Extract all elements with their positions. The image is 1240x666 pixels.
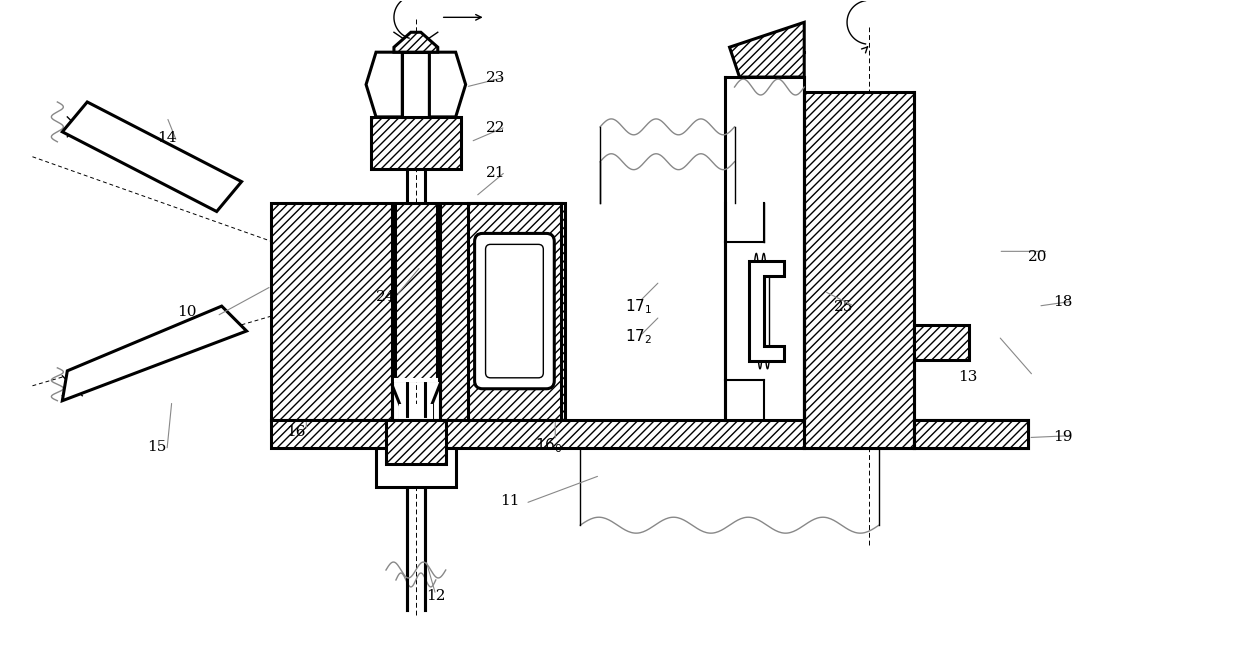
Polygon shape [749,261,785,361]
Polygon shape [724,202,805,420]
Text: $16_0$: $16_0$ [536,436,563,455]
Polygon shape [805,92,914,448]
Text: 10: 10 [177,305,196,319]
Text: 20: 20 [1028,250,1048,264]
Polygon shape [396,202,436,380]
Polygon shape [402,52,429,117]
Text: 14: 14 [157,131,176,145]
Text: 18: 18 [1053,295,1073,309]
Text: 19: 19 [1053,430,1073,444]
Text: 21: 21 [486,166,505,180]
Polygon shape [376,448,455,488]
Text: $17_2$: $17_2$ [625,327,652,346]
Polygon shape [401,405,432,420]
Polygon shape [729,22,805,77]
Polygon shape [429,52,466,117]
Polygon shape [440,202,501,420]
Polygon shape [914,420,1028,448]
Text: 23: 23 [486,71,505,85]
Polygon shape [371,117,461,168]
Polygon shape [394,32,438,52]
Text: 24: 24 [376,290,396,304]
FancyBboxPatch shape [475,233,554,389]
Polygon shape [62,102,242,212]
Polygon shape [914,325,968,360]
Text: 22: 22 [486,121,505,135]
Polygon shape [467,202,562,420]
Polygon shape [396,379,436,381]
FancyBboxPatch shape [486,244,543,378]
Polygon shape [366,52,402,117]
Text: $17_1$: $17_1$ [625,297,652,316]
Text: 16: 16 [286,424,306,439]
Text: 11: 11 [501,494,520,508]
Polygon shape [386,420,445,464]
Text: 25: 25 [835,300,853,314]
Polygon shape [272,202,392,420]
Text: 13: 13 [959,370,978,384]
Polygon shape [405,419,425,448]
Polygon shape [528,202,565,420]
Polygon shape [62,306,247,401]
Text: 12: 12 [425,589,445,603]
Polygon shape [272,420,1028,448]
Text: 15: 15 [148,440,166,454]
